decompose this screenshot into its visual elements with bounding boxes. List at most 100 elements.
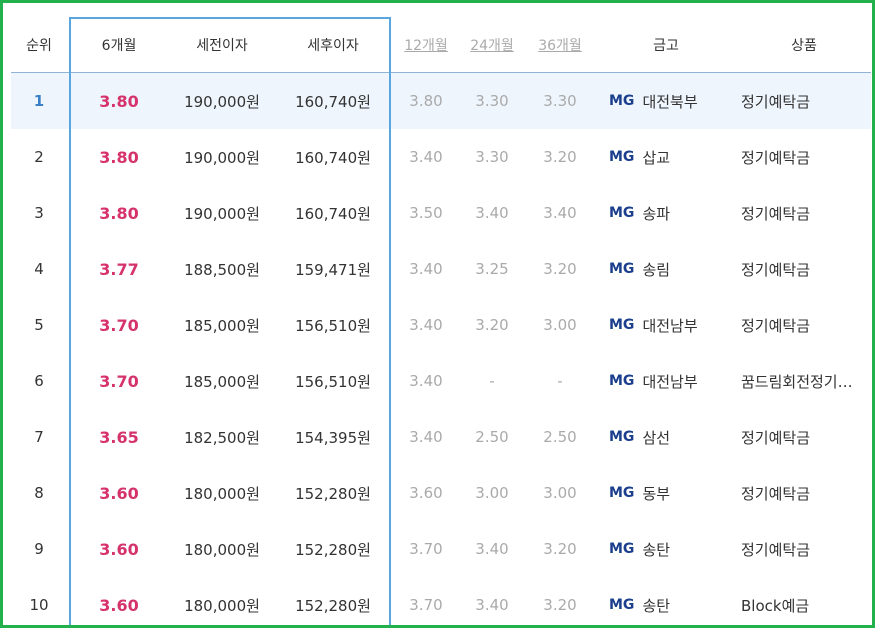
cell-bank: MG 송탄 bbox=[609, 577, 737, 625]
mg-logo-icon: MG bbox=[609, 261, 635, 277]
cell-m6: 3.80 bbox=[99, 91, 139, 111]
cell-m6: 3.60 bbox=[99, 539, 139, 559]
header-product: 상품 bbox=[791, 37, 817, 54]
product-link[interactable]: 정기예탁금 bbox=[741, 92, 811, 111]
cell-pretax: 180,000원 bbox=[184, 484, 260, 503]
cell-m12: 3.40 bbox=[409, 148, 443, 166]
mg-logo-icon: MG bbox=[609, 373, 635, 389]
cell-rank: 2 bbox=[34, 148, 44, 166]
header-24-months-link[interactable]: 24개월 bbox=[470, 37, 514, 54]
header-rank: 순위 bbox=[26, 37, 52, 54]
header-aftertax-interest: 세후이자 bbox=[307, 37, 359, 54]
cell-m24: 3.40 bbox=[475, 540, 509, 558]
cell-m24: 3.40 bbox=[475, 596, 509, 614]
rate-table: 순위 6개월 세전이자 세후이자 12개월 24개월 36개월 금고 상품 1 3… bbox=[11, 3, 871, 625]
cell-m6: 3.70 bbox=[99, 371, 139, 391]
product-link[interactable]: Block예금 bbox=[741, 596, 810, 615]
header-6-months: 6개월 bbox=[101, 37, 137, 54]
table-row[interactable]: 7 3.65 182,500원 154,395원 3.40 2.50 2.50 MG 삼선 정기예… bbox=[11, 409, 871, 465]
product-link[interactable]: 정기예탁금 bbox=[741, 204, 811, 223]
cell-m24: 3.40 bbox=[475, 204, 509, 222]
table-row[interactable]: 8 3.60 180,000원 152,280원 3.60 3.00 3.00 MG 동부 정기예… bbox=[11, 465, 871, 521]
cell-m6: 3.65 bbox=[99, 427, 139, 447]
table-row[interactable]: 9 3.60 180,000원 152,280원 3.70 3.40 3.20 MG 송탄 정기예… bbox=[11, 521, 871, 577]
product-link[interactable]: 정기예탁금 bbox=[741, 540, 811, 559]
bank-name: 송림 bbox=[642, 260, 671, 279]
header-36-months-link[interactable]: 36개월 bbox=[538, 37, 582, 54]
mg-logo-icon: MG bbox=[609, 205, 635, 221]
cell-rank: 6 bbox=[34, 372, 44, 390]
mg-logo-icon: MG bbox=[609, 93, 635, 109]
cell-m12: 3.40 bbox=[409, 260, 443, 278]
cell-bank: MG 대전북부 bbox=[609, 73, 737, 129]
cell-m36: 3.00 bbox=[543, 316, 577, 334]
cell-m6: 3.60 bbox=[99, 483, 139, 503]
cell-aftertax: 154,395원 bbox=[295, 428, 371, 447]
mg-logo-icon: MG bbox=[609, 597, 635, 613]
cell-bank: MG 송탄 bbox=[609, 521, 737, 577]
cell-m36: - bbox=[557, 372, 563, 390]
cell-aftertax: 152,280원 bbox=[295, 540, 371, 559]
mg-logo-icon: MG bbox=[609, 541, 635, 557]
cell-pretax: 190,000원 bbox=[184, 148, 260, 167]
cell-m36: 3.30 bbox=[543, 92, 577, 110]
cell-rank: 3 bbox=[34, 204, 44, 222]
cell-bank: MG 대전남부 bbox=[609, 297, 737, 353]
product-link[interactable]: 정기예탁금 bbox=[741, 484, 811, 503]
bank-name: 송탄 bbox=[642, 540, 671, 559]
bank-name: 삼선 bbox=[642, 428, 671, 447]
cell-aftertax: 152,280원 bbox=[295, 484, 371, 503]
product-link[interactable]: 정기예탁금 bbox=[741, 316, 811, 335]
table-header: 순위 6개월 세전이자 세후이자 12개월 24개월 36개월 금고 상품 bbox=[11, 17, 871, 73]
header-12-months-link[interactable]: 12개월 bbox=[404, 37, 448, 54]
cell-m12: 3.60 bbox=[409, 484, 443, 502]
cell-m12: 3.80 bbox=[409, 92, 443, 110]
cell-m24: 3.30 bbox=[475, 148, 509, 166]
cell-bank: MG 송파 bbox=[609, 185, 737, 241]
bank-name: 대전남부 bbox=[642, 316, 698, 335]
cell-m24: 3.25 bbox=[475, 260, 509, 278]
bank-name: 삽교 bbox=[642, 148, 671, 167]
cell-m24: 2.50 bbox=[475, 428, 509, 446]
product-link[interactable]: 정기예탁금 bbox=[741, 260, 811, 279]
mg-logo-icon: MG bbox=[609, 149, 635, 165]
cell-rank: 5 bbox=[34, 316, 44, 334]
cell-m12: 3.40 bbox=[409, 316, 443, 334]
cell-m36: 3.40 bbox=[543, 204, 577, 222]
cell-m6: 3.70 bbox=[99, 315, 139, 335]
cell-pretax: 190,000원 bbox=[184, 92, 260, 111]
cell-bank: MG 삼선 bbox=[609, 409, 737, 465]
cell-aftertax: 159,471원 bbox=[295, 260, 371, 279]
cell-pretax: 190,000원 bbox=[184, 204, 260, 223]
header-bank: 금고 bbox=[653, 37, 679, 54]
table-row[interactable]: 1 3.80 190,000원 160,740원 3.80 3.30 3.30 MG 대전북부 정… bbox=[11, 73, 871, 129]
product-link[interactable]: 꿈드림회전정기… bbox=[741, 372, 853, 391]
cell-pretax: 188,500원 bbox=[184, 260, 260, 279]
table-row[interactable]: 2 3.80 190,000원 160,740원 3.40 3.30 3.20 MG 삽교 정기예… bbox=[11, 129, 871, 185]
cell-m36: 3.20 bbox=[543, 540, 577, 558]
bank-name: 대전남부 bbox=[642, 372, 698, 391]
cell-m12: 3.40 bbox=[409, 428, 443, 446]
bank-name: 동부 bbox=[642, 484, 671, 503]
cell-m6: 3.77 bbox=[99, 259, 139, 279]
table-row[interactable]: 3 3.80 190,000원 160,740원 3.50 3.40 3.40 MG 송파 정기예… bbox=[11, 185, 871, 241]
cell-m6: 3.80 bbox=[99, 203, 139, 223]
product-link[interactable]: 정기예탁금 bbox=[741, 428, 811, 447]
cell-m24: 3.00 bbox=[475, 484, 509, 502]
cell-m24: - bbox=[489, 372, 495, 390]
table-row[interactable]: 6 3.70 185,000원 156,510원 3.40 - - MG 대전남부 꿈드림회전정기… bbox=[11, 353, 871, 409]
cell-bank: MG 송림 bbox=[609, 241, 737, 297]
cell-aftertax: 160,740원 bbox=[295, 92, 371, 111]
cell-pretax: 182,500원 bbox=[184, 428, 260, 447]
cell-m24: 3.20 bbox=[475, 316, 509, 334]
product-link[interactable]: 정기예탁금 bbox=[741, 148, 811, 167]
table-row[interactable]: 5 3.70 185,000원 156,510원 3.40 3.20 3.00 MG 대전남부 정… bbox=[11, 297, 871, 353]
cell-aftertax: 152,280원 bbox=[295, 596, 371, 615]
table-row[interactable]: 4 3.77 188,500원 159,471원 3.40 3.25 3.20 MG 송림 정기예… bbox=[11, 241, 871, 297]
cell-m36: 3.20 bbox=[543, 260, 577, 278]
mg-logo-icon: MG bbox=[609, 429, 635, 445]
cell-bank: MG 삽교 bbox=[609, 129, 737, 185]
table-row[interactable]: 10 3.60 180,000원 152,280원 3.70 3.40 3.20 MG 송탄 Bl… bbox=[11, 577, 871, 625]
cell-pretax: 185,000원 bbox=[184, 316, 260, 335]
cell-pretax: 185,000원 bbox=[184, 372, 260, 391]
